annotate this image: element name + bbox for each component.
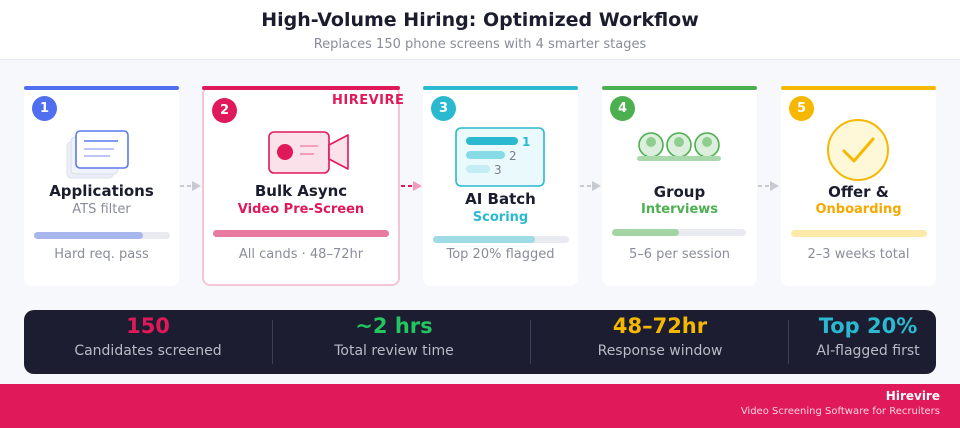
checkmark-icon [827,119,889,181]
stat-label: Total review time [334,343,454,359]
stat-value: Top 20% [818,314,918,338]
stat-ai-flagged: Top 20% AI-flagged first [800,310,936,374]
stat-label: AI-flagged first [816,343,920,359]
stage-footer: All cands · 48–72hr [238,247,364,262]
stage-number-badge: 2 [212,98,237,123]
group-icon [637,132,721,161]
stage-number-badge: 5 [789,96,814,121]
stage-subtitle: ATS filter [72,202,131,217]
stage-card-ai-scoring: 3 1 2 3 AI Batch Scoring Top 20% flagged [423,86,578,286]
stage-progress-fill [612,229,679,236]
stage-footer: 2–3 weeks total [807,247,910,262]
stat-divider [788,320,789,364]
stage-card-applications: 1 Applications ATS filter Hard req. pass [24,86,179,286]
stage-number-badge: 4 [610,96,635,121]
stage-accent-bar [781,86,936,90]
stage-subtitle: Video Pre-Screen [237,202,365,217]
stage-progress-track [213,230,389,237]
stat-review-time: ~2 hrs Total review time [272,310,516,374]
ranking-icon: 1 2 3 [455,127,545,187]
stat-value: 48–72hr [612,314,708,338]
rank-label: 1 [522,135,530,149]
stage-title: Bulk Async [254,182,348,200]
stat-value: 150 [126,314,170,338]
stage-title: Offer & [828,183,889,201]
rank-label: 2 [509,149,517,163]
footer-tagline: Video Screening Software for Recruiters [740,406,940,417]
stage-progress-fill [791,230,927,237]
stage-accent-bar [423,86,578,90]
flow-arrow [580,181,601,191]
stage-progress-track [34,232,170,239]
stage-accent-bar [24,86,179,90]
video-camera-icon [268,131,349,174]
page-title: High-Volume Hiring: Optimized Workflow [261,9,699,31]
stage-accent-bar [602,86,757,90]
rank-label: 3 [494,163,502,177]
brand-tag: HIREVIRE [332,93,405,108]
stage-progress-fill [34,232,143,239]
stage-progress-track [791,230,927,237]
stage-number-badge: 3 [431,96,456,121]
stage-progress-fill [213,230,389,237]
header: High-Volume Hiring: Optimized Workflow R… [0,0,960,60]
flow-arrow [758,181,779,191]
stat-candidates: 150 Candidates screened [24,310,272,374]
stage-subtitle: Interviews [640,202,719,217]
flow-arrow-highlighted [401,181,422,191]
stage-progress-fill [433,236,535,243]
stage-progress-track [433,236,569,243]
stat-divider [530,320,531,364]
stage-footer: 5–6 per session [628,247,731,262]
stage-progress-track [612,229,746,236]
stage-accent-bar [202,86,400,90]
stage-footer: Top 20% flagged [446,247,555,262]
stage-card-offer-onboarding: 5 Offer & Onboarding 2–3 weeks total [781,86,936,286]
stage-subtitle: Scoring [472,210,529,225]
stat-divider [272,320,273,364]
flow-arrow [180,181,201,191]
stage-card-video-prescreen: 2 Bulk Async Video Pre-Screen All cands … [202,86,400,286]
documents-icon [66,130,129,179]
stage-card-group-interviews: 4 Group Interviews 5–6 per session [602,86,757,286]
stage-number-badge: 1 [32,96,57,121]
stats-bar: 150 Candidates screened ~2 hrs Total rev… [24,310,936,374]
footer-brand-name: Hirevire [885,389,940,403]
stage-title: Applications [49,182,154,200]
stage-title: Group [653,183,706,201]
stat-value: ~2 hrs [355,314,433,338]
stage-title: AI Batch [465,190,536,208]
stat-label: Response window [597,343,723,359]
footer-bar: Hirevire Video Screening Software for Re… [0,384,960,428]
stat-label: Candidates screened [74,343,222,359]
page-subtitle: Replaces 150 phone screens with 4 smarte… [313,37,647,52]
stat-response-window: 48–72hr Response window [544,310,776,374]
stage-subtitle: Onboarding [815,202,902,217]
stage-footer: Hard req. pass [54,247,149,262]
